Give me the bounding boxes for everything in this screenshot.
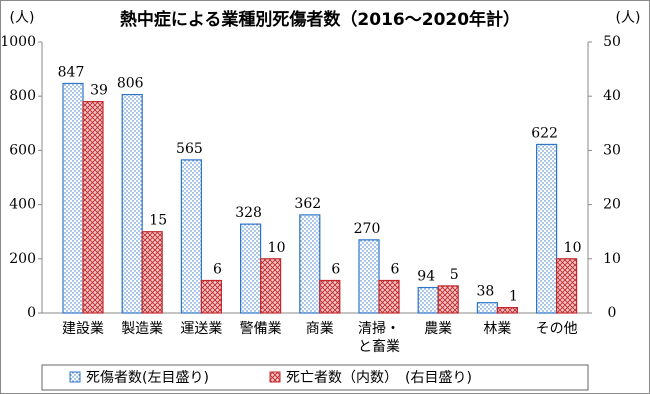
legend-label: 死亡者数（内数） (右目盛り): [286, 370, 472, 386]
data-label: 806: [117, 76, 144, 92]
data-label: 270: [354, 221, 381, 237]
chart-title: 熱中症による業種別死傷者数（2016～2020年計）: [120, 9, 520, 30]
data-label: 6: [213, 261, 222, 277]
bar: [358, 239, 380, 314]
y-tick-label: 800: [9, 88, 36, 104]
y2-tick-label: 0: [608, 305, 617, 321]
data-label: 10: [564, 240, 582, 256]
y2-axis-unit: (人): [616, 10, 641, 26]
bar: [496, 306, 518, 314]
x-tick-label: 農業: [424, 321, 452, 337]
x-tick-label: 警備業: [240, 321, 282, 337]
data-label: 1: [509, 289, 518, 305]
y2-tick-label: 50: [603, 34, 621, 50]
bar: [180, 159, 202, 314]
bar: [437, 285, 459, 314]
data-label: 6: [331, 261, 340, 277]
bar: [121, 93, 143, 314]
y2-tick-label: 10: [603, 251, 621, 267]
y-axis-unit: (人): [10, 10, 35, 26]
y2-tick-label: 20: [603, 197, 621, 213]
bar: [378, 279, 400, 314]
x-tick-label: 製造業: [121, 321, 163, 337]
y-tick-label: 1000: [0, 34, 36, 50]
x-tick-label: 建設業: [62, 321, 104, 337]
data-label: 5: [450, 267, 459, 283]
data-label: 622: [531, 125, 558, 141]
y-tick-label: 400: [9, 197, 36, 213]
data-label: 565: [176, 141, 203, 157]
bar: [476, 302, 498, 314]
x-tick-label: 商業: [306, 321, 334, 337]
data-label: 94: [417, 269, 435, 285]
legend-swatch: [269, 371, 281, 383]
bar: [299, 214, 321, 314]
data-label: 15: [149, 213, 167, 229]
data-label: 38: [476, 284, 494, 300]
bar: [417, 286, 439, 314]
bar: [141, 231, 163, 314]
bar: [200, 279, 222, 314]
x-tick-label: 運送業: [180, 321, 222, 337]
y2-tick-label: 30: [603, 142, 621, 158]
data-label: 847: [58, 64, 85, 80]
bar: [82, 101, 104, 314]
legend-swatch: [69, 371, 81, 383]
x-tick-label: その他: [536, 321, 578, 337]
x-tick-label: 清掃・と畜業: [358, 320, 400, 355]
data-label: 10: [268, 240, 286, 256]
bar: [240, 223, 262, 314]
y2-tick-label: 40: [603, 88, 621, 104]
data-label: 39: [90, 83, 108, 99]
bar: [62, 82, 84, 314]
data-label: 6: [391, 261, 400, 277]
bar: [555, 258, 578, 314]
y-tick-label: 0: [27, 305, 36, 321]
legend-label: 死傷者数(左目盛り): [86, 370, 209, 386]
bar: [260, 258, 282, 314]
y-tick-label: 200: [9, 251, 36, 267]
y-tick-label: 600: [9, 142, 36, 158]
legend-box: [41, 364, 589, 391]
bar: [535, 143, 558, 314]
x-tick-label: 林業: [483, 321, 511, 337]
bar: [319, 279, 341, 314]
data-label: 362: [294, 196, 321, 212]
data-label: 328: [235, 205, 262, 221]
